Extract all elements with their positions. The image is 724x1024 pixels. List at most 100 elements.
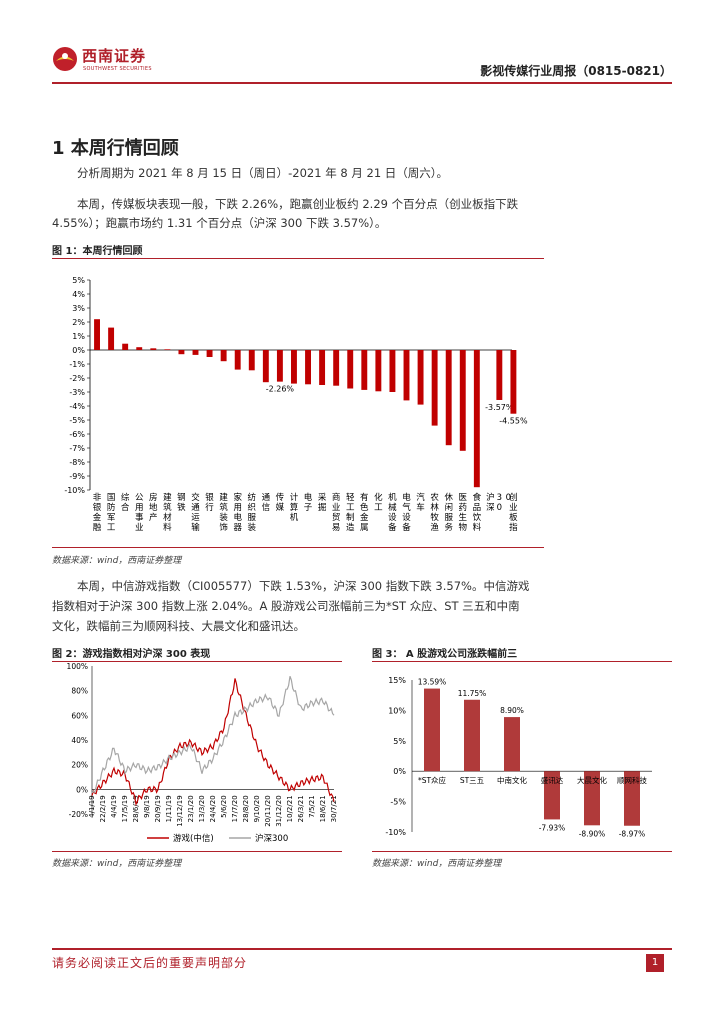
fig1-chart: 5% 4% 3% 2% 1% 0% -1% -2% -3% -4% -5% -6% -7% -8% -9% -…: [64, 276, 528, 533]
fig1-x-tick-label: 纺织服装: [248, 492, 257, 533]
fig3-y-tick-label: -10%: [385, 828, 406, 837]
fig2-x-tick-label: 24/4/20: [209, 795, 217, 822]
fig3-source: 数据来源：wind，西南证券整理: [372, 859, 502, 869]
fig2-x-tick-label: 10/2/21: [286, 795, 294, 822]
fig2-x-tick-label: 28/6/19: [132, 795, 140, 822]
fig1-x-tick-label: 通信: [262, 492, 271, 513]
fig3-bar: [544, 771, 560, 820]
fig3-x-tick-label: *ST众应: [418, 775, 447, 785]
fig1-bar: [305, 350, 311, 385]
logo-cn: 西南证券: [82, 47, 147, 65]
fig2-x-tick-label: 22/2/19: [99, 795, 107, 822]
fig3-x-tick-label: 顺网科技: [617, 775, 647, 785]
fig1-bar: [220, 350, 227, 362]
fig1-x-tick-label: 医药生物: [459, 493, 468, 533]
fig1-bar: [122, 343, 129, 350]
fig1-x-tick-label: 交通运输: [191, 492, 200, 533]
fig2-x-tick-label: 1/11/19: [165, 795, 173, 822]
fig1-bar: [473, 350, 480, 488]
header-rule: [52, 82, 672, 84]
fig1-x-tick-label: 采掘: [318, 492, 327, 513]
fig1-y-tick-label: -3%: [69, 388, 85, 397]
fig1-bar: [192, 350, 199, 355]
fig2-y-tick-label: 40%: [71, 736, 88, 745]
fig1-y-tick-label: -5%: [69, 416, 85, 425]
fig3-bottom-rule: [372, 851, 672, 852]
fig1-y-tick-label: 4%: [72, 290, 85, 299]
paragraph-game-line2: 指数相对于沪深 300 指数上涨 2.04%。A 股游戏公司涨幅前三为*ST 众…: [52, 599, 520, 613]
fig2-x-tick-label: 31/12/20: [275, 795, 283, 826]
paragraph-game-line3: 文化，跌幅前三为顺网科技、大晨文化和盛讯达。: [52, 619, 305, 633]
fig3-x-tick-label: 中南文化: [497, 775, 527, 785]
fig1-x-tick-label: 有色金属: [360, 492, 369, 533]
fig2-x-tick-label: 30/7/21: [330, 795, 338, 822]
fig2-y-tick-label: 60%: [71, 711, 88, 720]
fig1-y-tick-label: -9%: [69, 472, 85, 481]
fig1-y-tick-label: -8%: [69, 458, 85, 467]
fig1-x-tick-label: 房地产: [149, 492, 158, 523]
fig1-top-rule: [52, 258, 544, 259]
fig1-bar: [248, 350, 255, 371]
fig2-legend-label: 沪深300: [255, 833, 288, 844]
fig2-y-tick-label: 20%: [71, 761, 88, 770]
fig2-x-tick-label: 26/3/21: [297, 795, 305, 822]
fig2-x-tick-label: 9/10/20: [253, 795, 261, 822]
fig1-bar: [445, 350, 452, 446]
fig1-bar: [178, 350, 185, 355]
fig2-x-tick-label: 13/12/19: [176, 795, 184, 826]
fig1-y-tick-label: -7%: [69, 444, 85, 453]
fig2-x-tick-label: 20/9/19: [154, 795, 162, 822]
fig1-bar: [496, 350, 503, 400]
fig1-x-tick-label: 汽车: [416, 492, 425, 513]
fig1-x-tick-label: 建筑装饰: [219, 492, 228, 533]
fig3-data-label: -7.93%: [539, 823, 566, 832]
fig3-bar: [504, 717, 520, 772]
fig3-bar: [624, 771, 640, 826]
fig2-series-line: [91, 676, 335, 794]
fig2-x-tick-label: 4/4/19: [110, 795, 118, 818]
fig3-bar: [424, 688, 440, 772]
fig1-bar: [333, 350, 340, 386]
fig3-x-tick-label: ST三五: [460, 776, 485, 785]
fig1-bar: [347, 350, 354, 389]
fig3-data-label: 13.59%: [418, 678, 447, 687]
page-number-box: 1: [646, 954, 664, 972]
fig3-y-tick-label: 5%: [393, 737, 406, 746]
fig1-x-tick-label: 银行: [205, 492, 214, 513]
fig2-x-tick-label: 5/6/20: [220, 795, 228, 818]
fig2-x-tick-label: 18/6/21: [319, 795, 327, 822]
paragraph-game-line1: 本周，中信游戏指数（CI005577）下跌 1.53%，沪深 300 指数下跌 …: [77, 579, 530, 593]
footer-disclaimer: 请务必阅读正文后的重要声明部分: [52, 956, 248, 970]
logo-emblem-icon: [53, 47, 77, 71]
fig1-source: 数据来源：wind，西南证券整理: [52, 556, 182, 566]
fig3-x-tick-label: 大晨文化: [577, 775, 607, 785]
fig1-y-tick-label: -4%: [69, 402, 85, 411]
fig2-x-tick-label: 9/8/19: [143, 795, 151, 818]
fig1-y-tick-label: 5%: [72, 276, 85, 285]
fig1-x-tick-label: 综合: [121, 492, 130, 513]
fig1-x-tick-label: 电气设备: [402, 492, 411, 533]
fig1-bar: [510, 350, 517, 414]
fig1-data-label: -2.26%: [266, 385, 295, 394]
fig1-bar: [417, 350, 424, 405]
fig2-legend-label: 游戏(中信): [173, 833, 214, 844]
fig1-x-tick-label: 计算机: [290, 492, 299, 523]
fig2-y-tick-label: 100%: [67, 662, 88, 671]
fig1-bar: [276, 350, 283, 382]
fig2-x-tick-label: 28/8/20: [242, 795, 250, 822]
fig2-y-tick-label: 0%: [76, 785, 88, 794]
fig3-bar: [464, 699, 480, 772]
fig1-y-tick-label: 1%: [72, 332, 85, 341]
fig2-caption: 图 2：游戏指数相对沪深 300 表现: [52, 649, 211, 660]
fig3-data-label: 8.90%: [500, 706, 524, 715]
fig1-bar: [136, 347, 143, 350]
fig1-bar: [164, 349, 171, 350]
fig1-x-tick-label: 机械设备: [388, 492, 397, 533]
fig3-x-tick-label: 盛讯达: [541, 775, 564, 785]
fig3-chart: 15% 10% 5% 0% -5% -10% *ST众应 13.59% ST三五 11.75% 中南…: [385, 676, 652, 839]
fig3-y-tick-label: 0%: [393, 767, 406, 776]
fig1-x-tick-label: 化工: [374, 492, 383, 513]
fig1-data-label: -3.57%: [485, 403, 514, 412]
fig3-top-rule: [372, 661, 672, 662]
fig1-bar: [234, 350, 241, 370]
